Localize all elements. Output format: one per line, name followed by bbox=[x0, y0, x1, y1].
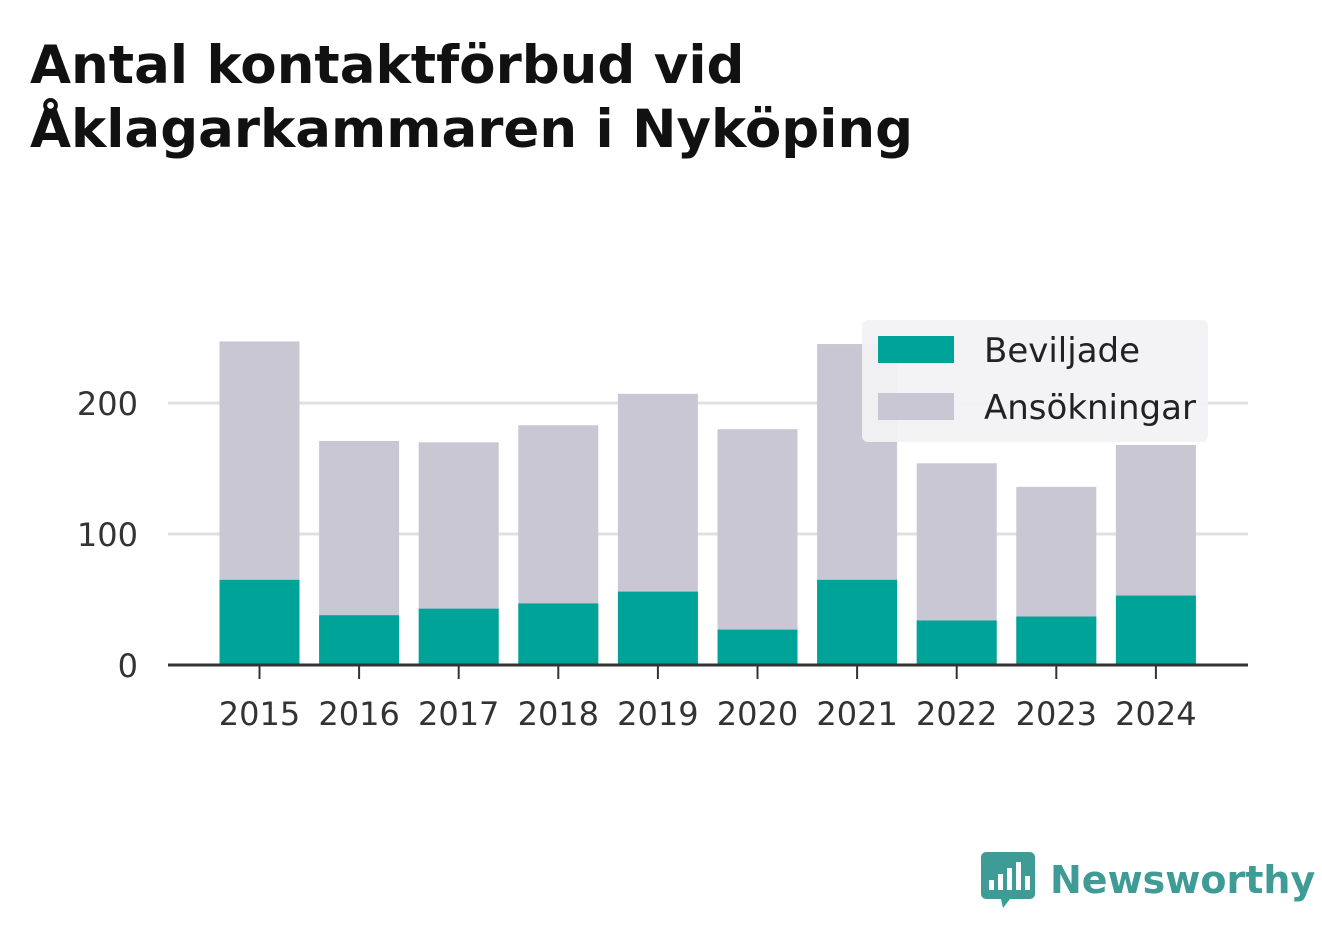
chart-title-line-1: Antal kontaktförbud vid bbox=[30, 35, 745, 96]
y-tick-label-100: 100 bbox=[77, 516, 138, 554]
x-tick-label-2022: 2022 bbox=[916, 695, 997, 733]
bar-beviljade-2022 bbox=[916, 620, 997, 665]
bar-beviljade-2018 bbox=[518, 603, 599, 665]
bar-beviljade-2021 bbox=[817, 579, 898, 665]
x-tick-label-2020: 2020 bbox=[717, 695, 798, 733]
bar-beviljade-2020 bbox=[717, 629, 798, 665]
x-tick-label-2015: 2015 bbox=[219, 695, 300, 733]
bar-beviljade-2016 bbox=[319, 615, 400, 665]
bar-ansokningar-2020 bbox=[717, 429, 798, 665]
x-tick-label-2021: 2021 bbox=[816, 695, 897, 733]
legend-label-beviljade: Beviljade bbox=[984, 331, 1140, 371]
bar-beviljade-2015 bbox=[219, 579, 300, 665]
y-tick-label-0: 0 bbox=[118, 647, 138, 685]
brand-name: Newsworthy bbox=[1050, 858, 1316, 902]
x-tick-label-2023: 2023 bbox=[1016, 695, 1097, 733]
legend-swatch-beviljade bbox=[878, 336, 954, 363]
x-tick-label-2024: 2024 bbox=[1115, 695, 1196, 733]
bar-beviljade-2019 bbox=[617, 591, 698, 665]
legend-label-ansokningar: Ansökningar bbox=[984, 388, 1196, 428]
x-tick-label-2018: 2018 bbox=[518, 695, 599, 733]
legend-swatch-ansokningar bbox=[878, 393, 954, 420]
y-tick-label-200: 200 bbox=[77, 385, 138, 423]
chart-title: Antal kontaktförbud vid Åklagarkammaren … bbox=[30, 34, 1130, 162]
chart-bubble-icon bbox=[981, 852, 1035, 908]
bar-beviljade-2024 bbox=[1115, 595, 1196, 665]
brand-logo: Newsworthy bbox=[980, 850, 1315, 910]
bar-beviljade-2017 bbox=[418, 608, 499, 665]
x-tick-label-2019: 2019 bbox=[617, 695, 698, 733]
x-tick-label-2016: 2016 bbox=[318, 695, 399, 733]
bar-beviljade-2023 bbox=[1016, 616, 1097, 665]
x-tick-label-2017: 2017 bbox=[418, 695, 499, 733]
chart-title-line-2: Åklagarkammaren i Nyköping bbox=[30, 99, 914, 160]
